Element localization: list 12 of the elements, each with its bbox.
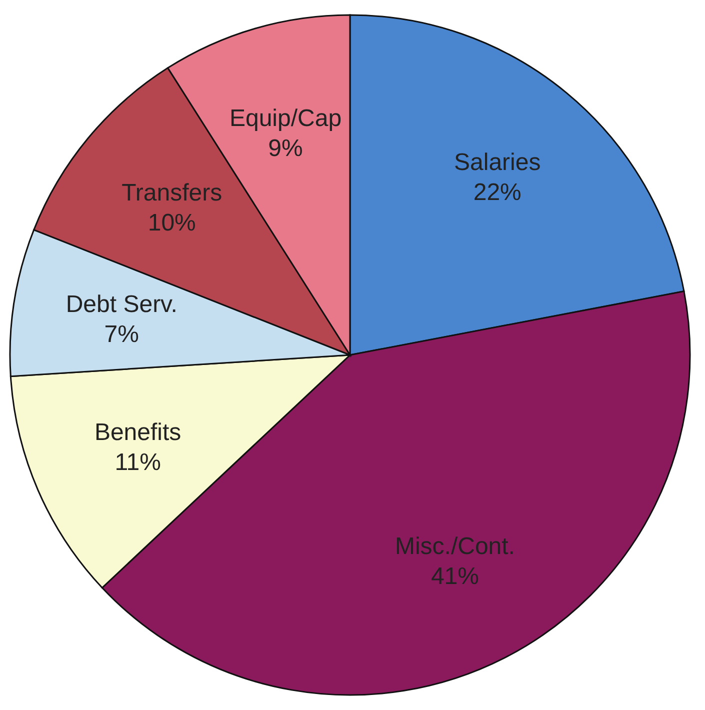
slice-label: Equip/Cap bbox=[229, 104, 342, 132]
slice-label: Debt Serv. bbox=[66, 290, 178, 318]
slice-label: Transfers bbox=[122, 180, 222, 207]
data-label: 41% bbox=[430, 563, 479, 590]
data-label: 22% bbox=[473, 178, 522, 206]
slice-label: Misc./Cont. bbox=[394, 533, 515, 560]
slice-label: Benefits bbox=[94, 418, 182, 446]
data-label: 11% bbox=[114, 448, 161, 476]
data-label: 10% bbox=[148, 210, 196, 237]
data-label: 9% bbox=[268, 134, 303, 162]
data-label: 7% bbox=[104, 320, 139, 348]
slice-label: Salaries bbox=[454, 148, 541, 176]
